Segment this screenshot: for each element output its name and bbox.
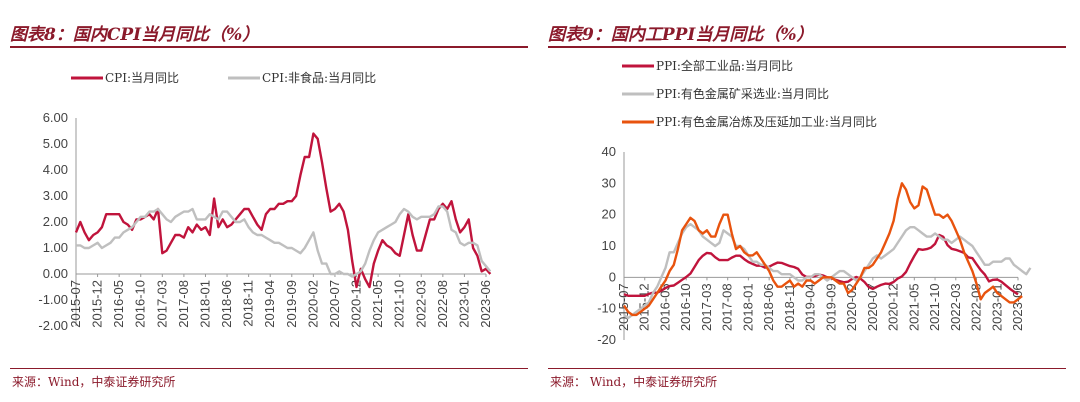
- ppi-chart-title: 图表9：国内工PPI当月同比（%）: [548, 25, 814, 45]
- y-tick-label: 0.00: [43, 266, 68, 281]
- y-tick-label: -1.00: [38, 292, 68, 307]
- y-tick-label: 1.00: [43, 240, 68, 255]
- x-tick-label: 2016-05: [657, 283, 672, 331]
- x-tick-label: 2018-06: [219, 280, 234, 328]
- x-tick-label: 2018-01: [740, 283, 755, 331]
- x-tick-label: 2017-03: [699, 283, 714, 331]
- x-tick-label: 2017-03: [154, 280, 169, 328]
- cpi-chart: 6.005.004.003.002.001.000.00-1.00-2.00 20…: [38, 70, 493, 333]
- legend-label: PPI:全部工业品:当月同比: [656, 58, 793, 73]
- ppi-source-note: 来源： Wind，中泰证券研究所: [550, 375, 718, 389]
- x-tick-label: 2019-09: [823, 283, 838, 331]
- series-line-2: [76, 205, 492, 278]
- x-tick-label: 2022-03: [413, 280, 428, 328]
- x-tick-label: 2020-12: [349, 280, 364, 328]
- x-tick-label: 2021-05: [906, 283, 921, 331]
- y-tick-label: 10: [602, 238, 616, 253]
- legend-label: CPI:当月同比: [105, 71, 179, 85]
- series-line-1: [74, 132, 492, 289]
- y-tick-label: -10: [597, 301, 616, 316]
- x-tick-label: 2018-01: [197, 280, 212, 328]
- x-tick-label: 2017-08: [720, 283, 735, 331]
- y-tick-label: -20: [597, 332, 616, 347]
- y-tick-label: 2.00: [43, 214, 68, 229]
- x-tick-label: 2015-12: [90, 280, 105, 328]
- ppi-panel: 图表9：国内工PPI当月同比（%） 40 30 20 10 0 -10 -20 2015-07…: [548, 0, 1073, 402]
- x-tick-label: 2016-05: [111, 280, 126, 328]
- x-tick-label: 2019-09: [284, 280, 299, 328]
- x-tick-label: 2018-11: [241, 280, 256, 327]
- x-tick-label: 2022-03: [948, 283, 963, 331]
- cpi-chart-title: 图表8：国内CPI当月同比（%）: [10, 25, 260, 45]
- legend-label: PPI:有色金属矿采选业:当月同比: [656, 86, 829, 101]
- x-tick-label: 2020-12: [886, 283, 901, 331]
- source-rule: [10, 368, 528, 369]
- y-tick-label: 5.00: [43, 136, 68, 151]
- x-tick-label: 2015-07: [616, 283, 631, 331]
- series-line-3: [622, 182, 1023, 317]
- title-rule: [548, 46, 1066, 48]
- series-line-2: [623, 222, 1032, 320]
- x-tick-label: 2020-07: [865, 283, 880, 331]
- x-tick-label: 2019-04: [262, 280, 277, 328]
- y-tick-label: 4.00: [43, 162, 68, 177]
- x-tick-label: 2016-10: [678, 283, 693, 331]
- x-tick-label: 2021-05: [370, 280, 385, 328]
- y-tick-label: -2.00: [38, 318, 68, 333]
- x-tick-label: 2021-10: [392, 280, 407, 328]
- x-tick-label: 2023-06: [478, 280, 493, 328]
- x-tick-label: 2020-07: [327, 280, 342, 328]
- legend-label: PPI:有色金属冶炼及压延加工业:当月同比: [656, 114, 877, 129]
- cpi-source-note: 来源：Wind，中泰证券研究所: [12, 375, 176, 389]
- x-tick-label: 2020-02: [305, 280, 320, 328]
- x-tick-label: 2017-08: [176, 280, 191, 328]
- title-rule: [10, 46, 528, 48]
- y-tick-label: 3.00: [43, 188, 68, 203]
- x-tick-label: 2016-10: [133, 280, 148, 328]
- x-tick-label: 2022-08: [435, 280, 450, 328]
- x-tick-label: 2021-10: [927, 283, 942, 331]
- source-rule: [548, 368, 1066, 369]
- x-tick-label: 2018-11: [782, 283, 797, 330]
- y-tick-label: 20: [602, 207, 616, 222]
- y-tick-label: 0: [609, 269, 616, 284]
- x-tick-label: 2023-01: [456, 280, 471, 328]
- x-tick-label: 2018-06: [761, 283, 776, 331]
- x-tick-label: 2015-07: [68, 280, 83, 328]
- legend-label: CPI:非食品:当月同比: [262, 70, 376, 85]
- x-tick-label: 2019-04: [803, 283, 818, 331]
- y-tick-label: 40: [602, 144, 616, 159]
- y-tick-label: 30: [602, 175, 616, 190]
- cpi-panel: 图表8：国内CPI当月同比（%） 6.00 5.00 4.00 3.00 2.00 1.0…: [10, 0, 535, 402]
- y-tick-label: 6.00: [43, 110, 68, 125]
- x-tick-label: 2020-02: [844, 283, 859, 331]
- x-tick-label: 2022-08: [969, 283, 984, 331]
